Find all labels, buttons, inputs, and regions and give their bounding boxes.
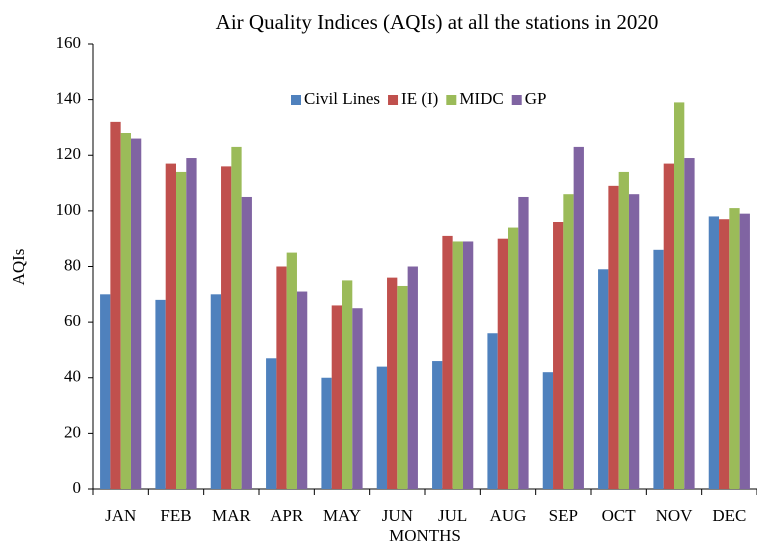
legend-swatch — [446, 95, 457, 105]
bar — [563, 194, 574, 489]
legend-label: GP — [525, 89, 547, 108]
x-tick-label: JAN — [105, 506, 136, 525]
x-tick-label: JUL — [438, 506, 467, 525]
x-tick-label: OCT — [602, 506, 637, 525]
x-tick-label: FEB — [160, 506, 191, 525]
bar — [462, 241, 474, 489]
legend-label: MIDC — [459, 89, 503, 108]
bar — [608, 185, 619, 489]
legend-swatch — [511, 95, 522, 105]
bar — [176, 171, 187, 489]
bar — [296, 291, 308, 489]
x-axis-label: MONTHS — [389, 526, 461, 545]
bar — [598, 269, 609, 489]
legend-swatch — [291, 95, 301, 105]
bar — [342, 280, 353, 489]
bar — [266, 358, 277, 489]
legend-swatch — [388, 95, 399, 105]
x-tick-label: NOV — [656, 506, 694, 525]
x-tick-label: MAR — [212, 506, 251, 525]
bar — [155, 299, 166, 489]
bar — [497, 238, 508, 489]
bar — [331, 305, 342, 489]
bar — [542, 372, 554, 489]
y-axis-label: AQIs — [9, 249, 28, 286]
bar — [739, 213, 750, 489]
bar — [618, 171, 629, 489]
y-tick-label: 20 — [64, 422, 81, 441]
x-tick-label: MAY — [323, 506, 361, 525]
y-tick-label: 120 — [56, 144, 82, 163]
bar — [407, 266, 418, 489]
bar — [120, 133, 131, 489]
y-tick-label: 160 — [56, 33, 82, 52]
bar — [719, 219, 730, 489]
bar — [186, 158, 197, 489]
bar — [708, 216, 720, 489]
bar — [663, 163, 674, 489]
bar — [352, 308, 363, 489]
x-tick-label: APR — [270, 506, 304, 525]
y-tick-label: 100 — [56, 200, 82, 219]
y-tick-label: 60 — [64, 311, 81, 330]
bar — [130, 138, 142, 489]
bar — [241, 196, 252, 489]
bar — [653, 249, 664, 489]
bar — [110, 121, 121, 489]
x-tick-label: DEC — [712, 506, 746, 525]
chart-title: Air Quality Indices (AQIs) at all the st… — [216, 10, 659, 34]
y-tick-label: 140 — [56, 89, 82, 108]
bar — [684, 158, 695, 489]
legend-label: IE (I) — [401, 89, 438, 108]
bar — [518, 196, 529, 489]
bar — [100, 294, 111, 489]
bar — [729, 208, 740, 489]
bar — [165, 163, 176, 489]
bar — [286, 252, 297, 489]
bar — [508, 227, 519, 489]
bar — [397, 285, 408, 489]
x-tick-label: JUN — [382, 506, 413, 525]
y-tick-label: 80 — [64, 255, 81, 274]
x-tick-label: AUG — [490, 506, 527, 525]
bar — [452, 241, 463, 489]
bar — [276, 266, 287, 489]
bar — [442, 235, 453, 489]
bar — [674, 102, 685, 489]
legend-label: Civil Lines — [304, 89, 380, 108]
y-tick-label: 40 — [64, 367, 81, 386]
x-tick-label: SEP — [549, 506, 578, 525]
bar — [321, 377, 332, 489]
bar — [487, 333, 498, 489]
bar — [221, 166, 232, 489]
bar — [210, 294, 222, 489]
y-tick-label: 0 — [73, 478, 82, 497]
bar — [376, 366, 388, 489]
bar — [432, 361, 443, 489]
bar — [387, 277, 398, 489]
bar — [553, 222, 564, 489]
bar — [231, 146, 242, 489]
bar — [573, 146, 584, 489]
bar — [628, 194, 640, 489]
